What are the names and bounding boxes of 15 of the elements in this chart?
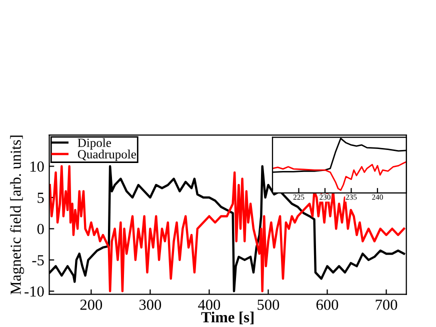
- x-axis-title: Time [s]: [201, 312, 254, 324]
- x-tick-label: 400: [198, 300, 220, 310]
- x-tick-label: 200: [80, 300, 102, 310]
- x-tick-label: 500: [258, 300, 280, 310]
- x-tick-label: 600: [316, 300, 338, 310]
- y-tick-label: 0: [37, 224, 44, 234]
- y-axis-title: Magnetic field [arb. units]: [10, 136, 24, 294]
- legend-label: Dipole: [78, 138, 111, 150]
- y-tick-label: -5: [32, 255, 44, 266]
- legend-label: Quadrupole: [78, 150, 136, 161]
- y-tick-label: 5: [38, 192, 44, 203]
- y-tick-label: -10: [24, 286, 44, 297]
- x-tick-label: 300: [139, 300, 162, 310]
- x-tick-label: 700: [376, 300, 398, 310]
- y-tick-label: 10: [30, 161, 44, 172]
